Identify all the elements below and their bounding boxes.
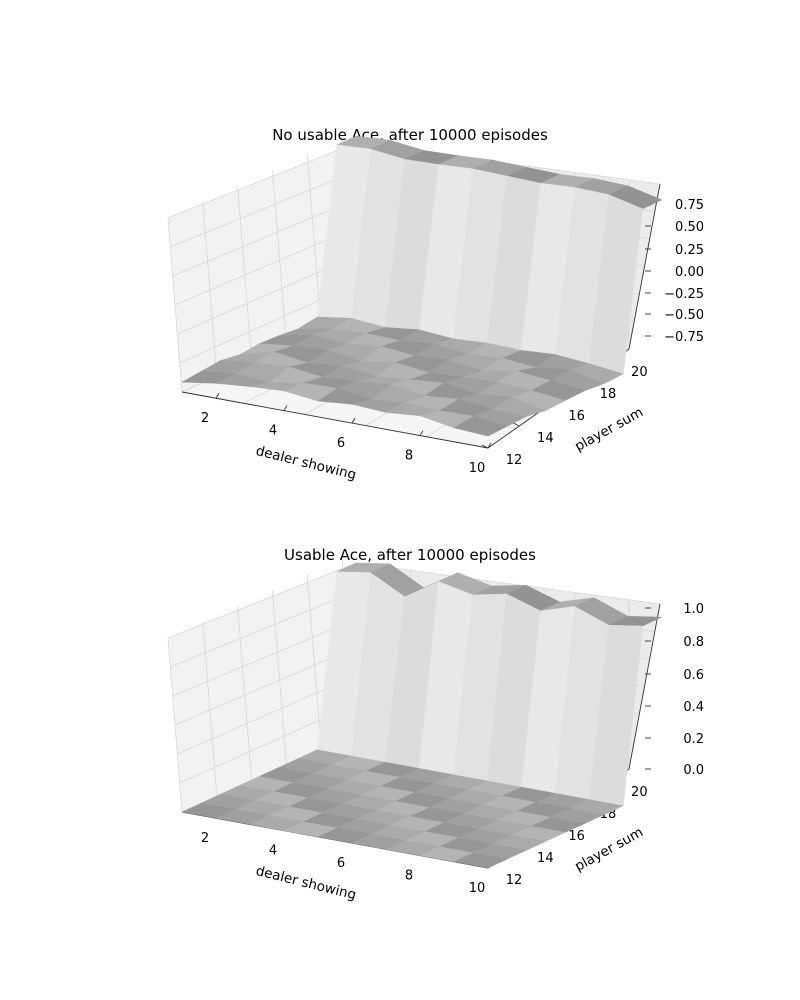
y-tick-label: 18: [600, 387, 617, 402]
surface-plot-no-usable-ace: No usable Ace, after 10000 episodes deal…: [167, 126, 704, 483]
z-tick-label: 0.50: [675, 220, 704, 235]
z-tick-label: 0.6: [683, 668, 704, 683]
surface: [181, 562, 663, 869]
grid-line: [172, 618, 357, 697]
z-tick-label: 0.2: [683, 732, 704, 747]
surface-patch: [453, 415, 508, 437]
grid-line: [306, 153, 322, 329]
z-tick-label: −0.50: [664, 308, 704, 323]
x-tick-label: 4: [269, 424, 277, 439]
z-tick-label: 0.00: [675, 265, 704, 280]
y-tick-mark: [481, 444, 489, 449]
x-tick-mark: [215, 392, 220, 399]
x-tick-label: 2: [201, 831, 209, 846]
grid-line: [355, 562, 661, 605]
grid-line: [272, 169, 287, 345]
z-tick-label: −0.25: [664, 287, 704, 302]
y-tick-label: 16: [568, 829, 585, 844]
x-tick-label: 6: [337, 436, 345, 451]
x-tick-label: 10: [469, 461, 486, 476]
x-tick-label: 10: [469, 881, 486, 896]
z-axis-line: [628, 183, 661, 350]
grid-line: [237, 605, 252, 781]
z-tick-label: −0.75: [664, 330, 704, 345]
surface-patch: [453, 852, 508, 869]
grid-line: [306, 573, 322, 749]
grid-line: [174, 647, 357, 726]
z-tick-label: 0.0: [683, 763, 704, 778]
z-tick-label: 0.4: [683, 700, 704, 715]
x-tick-mark: [487, 442, 492, 449]
surface: [181, 135, 663, 437]
x-tick-label: 8: [405, 869, 413, 884]
z-tick-label: 0.75: [675, 198, 704, 213]
z-axis-line: [628, 603, 661, 770]
x-tick-mark: [419, 430, 424, 436]
z-tick-label: 0.25: [675, 243, 704, 258]
y-tick-label: 12: [506, 453, 523, 468]
grid-line: [167, 142, 357, 219]
grid-line: [237, 185, 252, 361]
y-tick-label: 14: [537, 851, 554, 866]
x-tick-label: 6: [337, 856, 345, 871]
x-tick-label: 4: [269, 844, 277, 859]
y-tick-label: 20: [631, 365, 648, 380]
grid-line: [272, 589, 287, 765]
surface-plot-usable-ace: Usable Ace, after 10000 episodes dealer …: [167, 546, 704, 903]
x-tick-label: 8: [405, 449, 413, 464]
chart-title: Usable Ace, after 10000 episodes: [284, 546, 536, 564]
y-tick-label: 16: [568, 409, 585, 424]
y-tick-label: 12: [506, 873, 523, 888]
chart-title: No usable Ace, after 10000 episodes: [272, 126, 548, 144]
y-tick-label: 20: [631, 785, 648, 800]
grid-line: [170, 590, 357, 668]
z-tick-label: 1.0: [683, 602, 704, 617]
x-tick-mark: [283, 405, 288, 411]
x-tick-mark: [351, 417, 356, 424]
grid-line: [172, 198, 357, 277]
x-tick-label: 2: [201, 411, 209, 426]
grid-line: [170, 170, 357, 248]
z-tick-label: 0.8: [683, 635, 704, 650]
y-tick-mark: [513, 422, 520, 427]
x-axis-line: [181, 391, 489, 449]
grid-line: [167, 562, 357, 639]
y-tick-label: 14: [537, 431, 554, 446]
